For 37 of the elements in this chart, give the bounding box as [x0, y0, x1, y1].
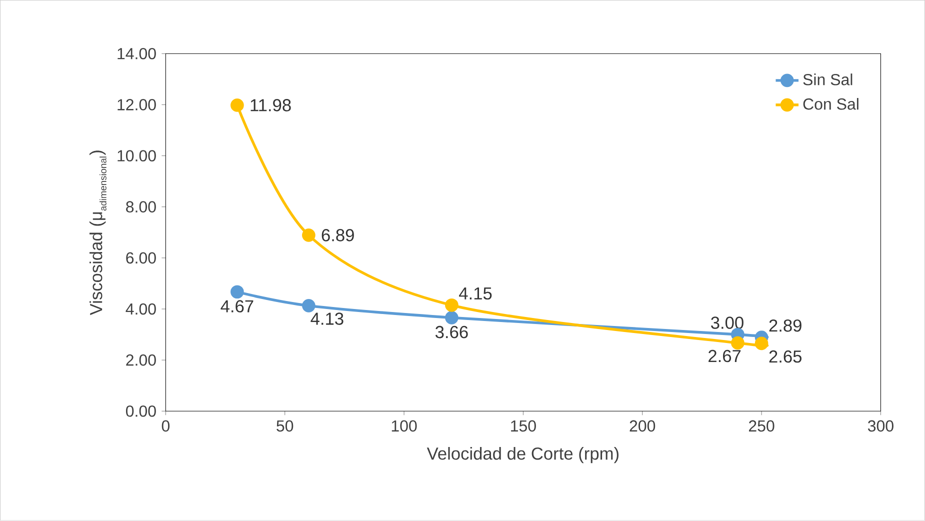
y-tick-label: 10.00	[118, 150, 156, 162]
y-tick-label: 14.00	[118, 48, 156, 60]
data-label: 2.67	[708, 350, 741, 362]
x-tick-label: 100	[392, 420, 417, 432]
data-label: 2.89	[769, 320, 802, 332]
data-label: 4.67	[220, 300, 254, 313]
data-label: 4.15	[459, 288, 492, 300]
point	[230, 285, 244, 299]
point	[754, 336, 768, 350]
point	[445, 298, 458, 312]
y-tick-label: 6.00	[126, 252, 156, 264]
x-tick-label: 250	[748, 420, 774, 432]
point	[230, 98, 244, 112]
data-label: 3.66	[435, 326, 468, 338]
data-label: 6.89	[322, 229, 354, 242]
x-tick-label: 200	[630, 420, 656, 432]
data-label: 4.13	[310, 312, 344, 325]
point	[731, 336, 744, 350]
x-tick-label: 50	[276, 420, 294, 432]
y-tick-label: 0.00	[126, 406, 156, 417]
legend-label: Sin Sal	[803, 74, 852, 86]
data-label: 2.65	[769, 350, 802, 363]
x-tick-label: 150	[511, 420, 536, 432]
point	[445, 311, 458, 324]
data-label: 3.00	[711, 316, 744, 330]
legend-label: Con Sal	[803, 98, 858, 110]
y-tick-label: 4.00	[126, 303, 156, 315]
y-tick-label: 8.00	[126, 201, 156, 213]
x-tick-label: 300	[868, 420, 894, 432]
x-tick-label: 0	[162, 420, 170, 432]
point	[302, 228, 316, 242]
data-label: 11.98	[250, 99, 291, 112]
y-tick-label: 2.00	[126, 354, 156, 366]
point	[302, 299, 316, 312]
x-axis-title: Velocidad de Corte (rpm)	[426, 447, 618, 464]
y-tick-label: 12.00	[118, 99, 156, 110]
y-axis-title: $\mbox{Viscosidad (μ}_{\mbox{\scriptsize adimensional}}\mbox{)}$	[90, 150, 106, 316]
